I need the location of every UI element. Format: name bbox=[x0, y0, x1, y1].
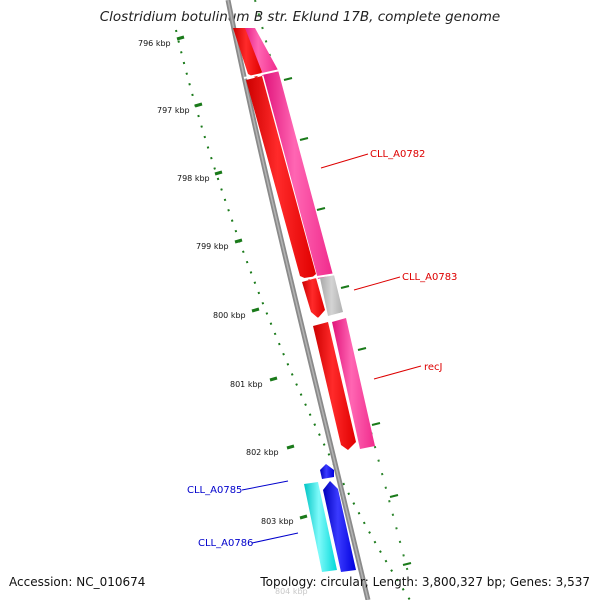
tick-label-796: 796 kbp bbox=[138, 39, 171, 48]
cds-blue-1[interactable] bbox=[323, 481, 356, 572]
cds-red-1[interactable] bbox=[233, 28, 262, 78]
tick-label-797: 797 kbp bbox=[157, 106, 190, 115]
gene-label-cll-a0785[interactable]: CLL_A0785 bbox=[187, 485, 242, 496]
gene-label-recj[interactable]: recJ bbox=[424, 362, 443, 373]
cds-cyan-1[interactable] bbox=[304, 482, 337, 572]
scale-ticks: 796 kbp 797 kbp 798 kbp 799 kbp 800 kbp … bbox=[138, 35, 412, 596]
genome-summary: Topology: circular; Length: 3,800,327 bp… bbox=[260, 575, 590, 589]
scale-track bbox=[175, 29, 411, 600]
gene-label-cll-a0786[interactable]: CLL_A0786 bbox=[198, 538, 253, 549]
cds-blue-small[interactable] bbox=[320, 464, 334, 479]
cds-magenta-2[interactable] bbox=[263, 70, 333, 279]
tick-label-803: 803 kbp bbox=[261, 517, 294, 526]
cds-features[interactable] bbox=[233, 28, 375, 572]
tick-label-800: 800 kbp bbox=[213, 311, 246, 320]
gene-label-cll-a0782[interactable]: CLL_A0782 bbox=[370, 149, 425, 160]
tick-label-804: 804 kbp bbox=[275, 587, 308, 596]
cds-red-4[interactable] bbox=[313, 322, 356, 450]
cds-magenta-3[interactable] bbox=[332, 318, 375, 449]
cds-red-2[interactable] bbox=[246, 76, 316, 280]
gene-labels: CLL_A0782 CLL_A0783 recJ CLL_A0785 CLL_A… bbox=[187, 149, 457, 549]
gene-label-cll-a0783[interactable]: CLL_A0783 bbox=[402, 272, 457, 283]
cds-magenta-1[interactable] bbox=[242, 28, 278, 76]
cds-red-3[interactable] bbox=[302, 278, 325, 318]
tick-label-798: 798 kbp bbox=[177, 174, 210, 183]
accession-label: Accession: NC_010674 bbox=[9, 575, 146, 589]
cds-gray-1[interactable] bbox=[320, 275, 343, 316]
tick-label-801: 801 kbp bbox=[230, 380, 263, 389]
tick-label-802: 802 kbp bbox=[246, 448, 279, 457]
tick-label-799: 799 kbp bbox=[196, 242, 229, 251]
map-title: Clostridium botulinum B str. Eklund 17B,… bbox=[99, 9, 501, 25]
